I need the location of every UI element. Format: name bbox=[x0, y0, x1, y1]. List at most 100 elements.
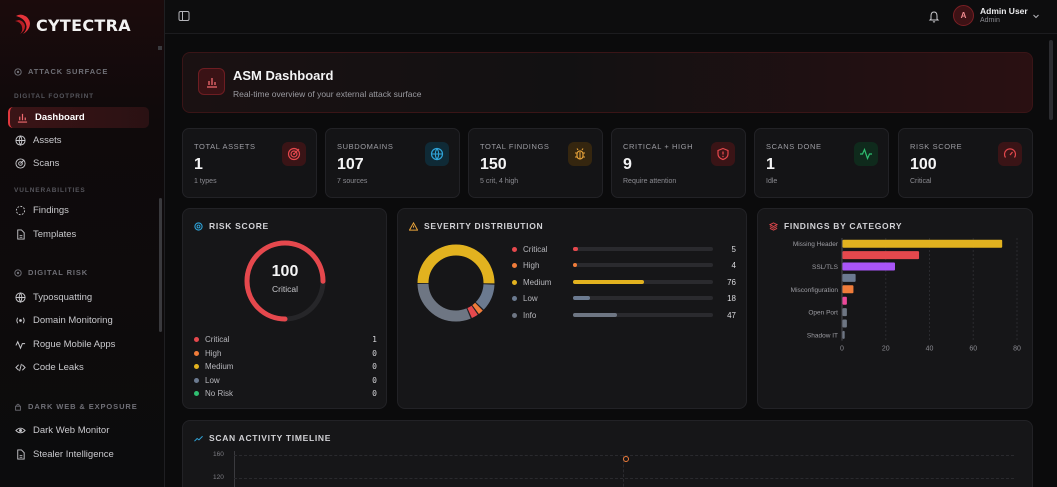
timeline-point[interactable] bbox=[623, 456, 629, 462]
panel-title-text: SCAN ACTIVITY TIMELINE bbox=[209, 433, 332, 443]
sidebar-scroll-arrow[interactable] bbox=[158, 46, 162, 50]
severity-panel: SEVERITY DISTRIBUTION Critical 5 High 4 … bbox=[397, 208, 747, 409]
stat-value: 9 bbox=[623, 156, 632, 173]
stat-label: RISK SCORE bbox=[910, 142, 963, 151]
sidebar-item-assets[interactable]: Assets bbox=[8, 130, 149, 151]
legend-row: Medium 0 bbox=[194, 360, 377, 372]
y-tick: 120 bbox=[213, 474, 224, 481]
subsection-digital-footprint: DIGITAL FOOTPRINT bbox=[14, 93, 95, 100]
gauge-icon bbox=[998, 142, 1022, 166]
donut-slice-info bbox=[417, 244, 495, 322]
severity-dot bbox=[512, 295, 517, 301]
category-bar bbox=[842, 239, 1003, 248]
x-tick-label: 20 bbox=[882, 346, 890, 353]
risk-gauge bbox=[244, 240, 326, 322]
severity-track bbox=[573, 247, 713, 251]
category-label: Open Port bbox=[808, 310, 838, 317]
sidebar-item-dark-web-monitor[interactable]: Dark Web Monitor bbox=[8, 420, 149, 441]
sidebar-item-label: Templates bbox=[33, 229, 77, 240]
stat-label: TOTAL ASSETS bbox=[194, 142, 256, 151]
sidebar-item-findings[interactable]: Findings bbox=[8, 200, 149, 221]
sidebar-item-label: Dashboard bbox=[35, 112, 85, 123]
stat-sub: 7 sources bbox=[337, 178, 368, 185]
sidebar-item-label: Rogue Mobile Apps bbox=[33, 339, 116, 350]
sidebar-toggle-icon[interactable] bbox=[178, 10, 190, 22]
legend-row: No Risk 0 bbox=[194, 387, 377, 399]
legend-value: 0 bbox=[372, 388, 377, 398]
category-bar bbox=[842, 251, 920, 260]
legend-value: 0 bbox=[372, 375, 377, 385]
bug-icon bbox=[568, 142, 592, 166]
panel-title-text: SEVERITY DISTRIBUTION bbox=[424, 221, 544, 231]
dashboard-header: ASM Dashboard Real-time overview of your… bbox=[182, 52, 1033, 113]
sidebar-item-stealer-intelligence[interactable]: Stealer Intelligence bbox=[8, 444, 149, 465]
donut-slice-medium bbox=[417, 244, 495, 322]
stat-card-total-assets[interactable]: TOTAL ASSETS 1 1 types bbox=[182, 128, 317, 198]
legend-dot bbox=[194, 377, 199, 383]
category-label: SSL/TLS bbox=[812, 264, 839, 271]
grid-line bbox=[234, 455, 1014, 456]
stat-sub: Require attention bbox=[623, 178, 677, 185]
severity-value: 5 bbox=[731, 244, 736, 254]
eye-icon bbox=[15, 427, 26, 434]
stat-label: SUBDOMAINS bbox=[337, 142, 394, 151]
sidebar-item-label: Findings bbox=[33, 205, 69, 216]
sidebar-item-domain-monitoring[interactable]: Domain Monitoring bbox=[8, 310, 149, 331]
brand-logo[interactable]: CYTECTRA bbox=[14, 12, 131, 38]
trend-icon bbox=[194, 435, 203, 442]
section-attack-surface: ATTACK SURFACE bbox=[14, 67, 108, 76]
activity-icon bbox=[15, 340, 26, 350]
user-role: Admin bbox=[980, 17, 1000, 24]
sidebar-scrollbar[interactable] bbox=[159, 198, 162, 332]
sidebar-item-templates[interactable]: Templates bbox=[8, 224, 149, 245]
sidebar-item-label: Code Leaks bbox=[33, 362, 84, 373]
user-name[interactable]: Admin User bbox=[980, 6, 1028, 16]
section-title: DIGITAL RISK bbox=[28, 268, 89, 277]
legend-dot bbox=[194, 363, 199, 369]
stat-card-total-findings[interactable]: TOTAL FINDINGS 150 5 crit, 4 high bbox=[468, 128, 603, 198]
risk-score-panel: RISK SCORE 100 Critical Critical 1 High … bbox=[182, 208, 387, 409]
globe-icon bbox=[425, 142, 449, 166]
stat-card-subdomains[interactable]: SUBDOMAINS 107 7 sources bbox=[325, 128, 460, 198]
sidebar-item-label: Typosquatting bbox=[33, 292, 93, 303]
topbar bbox=[165, 0, 1057, 34]
sidebar-item-dashboard[interactable]: Dashboard bbox=[8, 107, 149, 128]
x-tick-label: 40 bbox=[926, 346, 934, 353]
sidebar-item-label: Domain Monitoring bbox=[33, 315, 113, 326]
legend-value: 1 bbox=[372, 334, 377, 344]
subsection-vulnerabilities: VULNERABILITIES bbox=[14, 187, 86, 194]
severity-dot bbox=[512, 279, 517, 285]
chevron-down-icon[interactable] bbox=[1032, 12, 1040, 20]
category-label: Misconfiguration bbox=[791, 287, 839, 294]
legend-row: High 0 bbox=[194, 347, 377, 359]
stat-card-critical-high[interactable]: CRITICAL + HIGH 9 Require attention bbox=[611, 128, 746, 198]
sidebar-item-rogue-mobile-apps[interactable]: Rogue Mobile Apps bbox=[8, 334, 149, 355]
sidebar-item-typosquatting[interactable]: Typosquatting bbox=[8, 287, 149, 308]
panel-title: FINDINGS BY CATEGORY bbox=[769, 221, 902, 231]
sidebar-item-code-leaks[interactable]: Code Leaks bbox=[8, 357, 149, 378]
category-label: Shadow IT bbox=[807, 332, 838, 339]
stat-card-scans-done[interactable]: SCANS DONE 1 Idle bbox=[754, 128, 889, 198]
sidebar-item-scans[interactable]: Scans bbox=[8, 153, 149, 174]
legend-label: Critical bbox=[205, 334, 230, 344]
category-bar bbox=[842, 262, 895, 271]
severity-label: Info bbox=[523, 310, 537, 320]
layers-icon bbox=[769, 221, 778, 231]
page-title: ASM Dashboard bbox=[233, 68, 334, 83]
avatar[interactable]: A bbox=[953, 5, 974, 26]
category-bar bbox=[842, 296, 847, 305]
severity-fill bbox=[573, 247, 578, 251]
bell-icon[interactable] bbox=[928, 10, 940, 23]
brand-mark-icon bbox=[15, 14, 30, 34]
stat-sub: 1 types bbox=[194, 178, 217, 185]
activity-icon bbox=[854, 142, 878, 166]
stat-card-risk-score[interactable]: RISK SCORE 100 Critical bbox=[898, 128, 1033, 198]
risk-gauge-arc bbox=[244, 240, 326, 322]
main-scrollbar[interactable] bbox=[1049, 40, 1053, 120]
stat-sub: 5 crit, 4 high bbox=[480, 178, 519, 185]
code-icon bbox=[15, 363, 26, 372]
bar-chart-icon bbox=[17, 113, 28, 123]
stat-label: CRITICAL + HIGH bbox=[623, 142, 694, 151]
sidebar: CYTECTRA ATTACK SURFACE DIGITAL FOOTPRIN… bbox=[0, 0, 165, 487]
severity-value: 47 bbox=[727, 310, 736, 320]
